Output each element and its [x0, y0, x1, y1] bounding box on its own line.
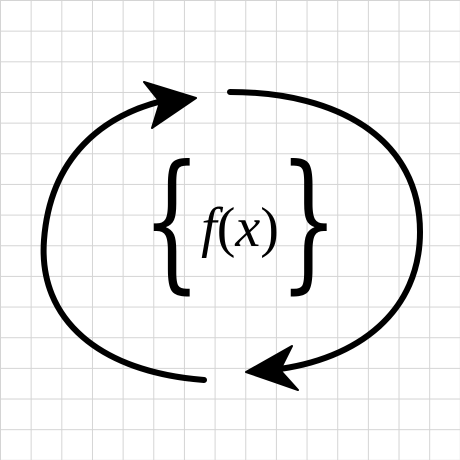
bottom-arrowhead	[245, 345, 299, 391]
close-paren: )	[260, 196, 279, 259]
variable-x: x	[235, 196, 261, 259]
left-arc	[40, 95, 207, 383]
left-brace: {	[141, 133, 202, 308]
function-name: f	[201, 196, 217, 259]
open-paren: (	[216, 196, 236, 259]
function-expression: f(x)	[201, 200, 279, 256]
right-arc	[227, 89, 424, 373]
right-brace: }	[279, 133, 339, 308]
top-arrowhead	[143, 81, 197, 129]
function-formula: { f(x) }	[140, 146, 340, 305]
